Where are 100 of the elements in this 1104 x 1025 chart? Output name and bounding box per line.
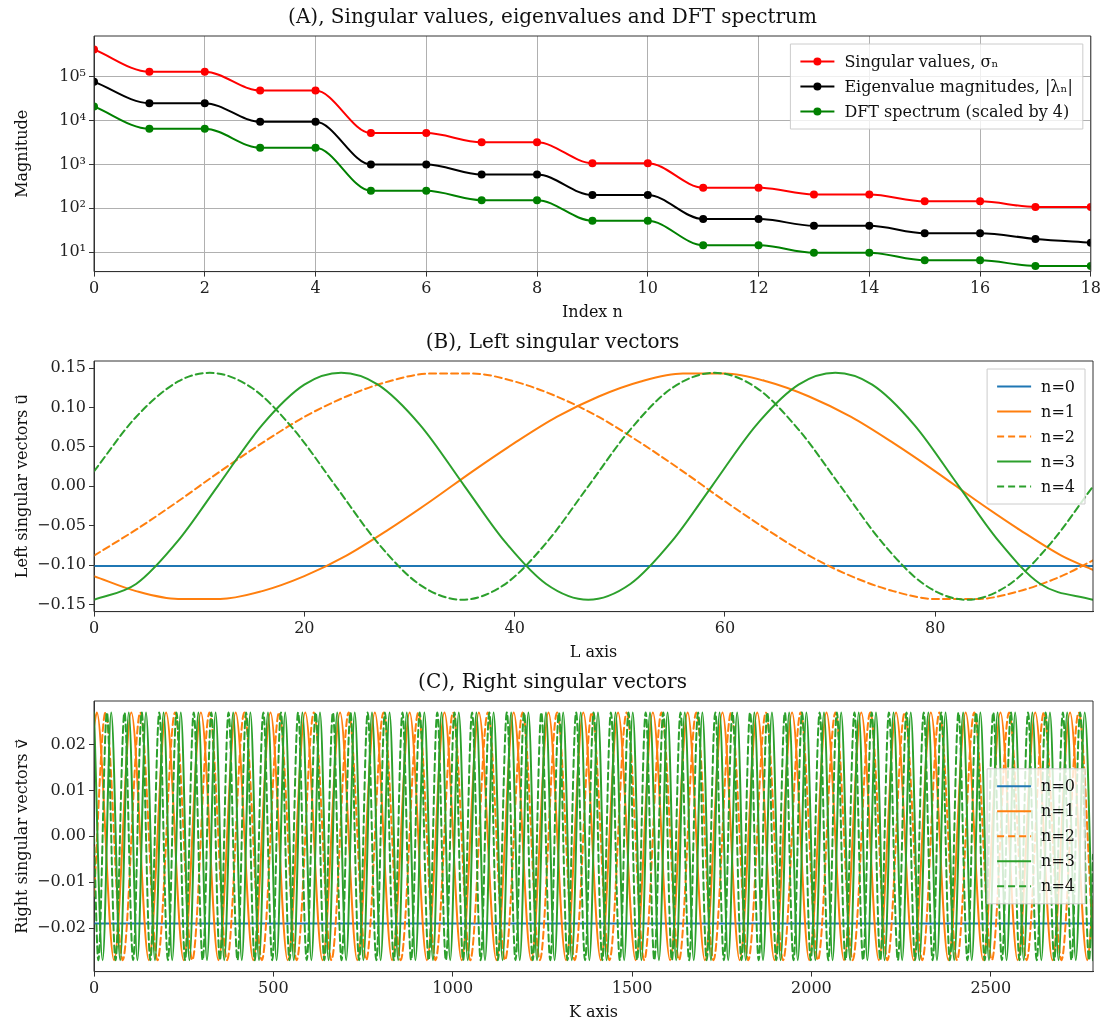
x-tick-label: 18 <box>1080 278 1101 298</box>
y-axis-title: Left singular vectors u⃗ <box>11 394 31 579</box>
point <box>422 129 431 138</box>
point <box>311 86 320 95</box>
point <box>422 160 431 169</box>
point <box>366 186 375 195</box>
point <box>754 215 763 223</box>
x-tick-label: 0 <box>88 978 100 998</box>
point <box>699 215 708 223</box>
point <box>976 256 985 265</box>
x-tick-label: 40 <box>504 618 525 638</box>
x-tick-label: 20 <box>294 618 315 638</box>
point <box>1031 261 1040 270</box>
point <box>533 138 542 147</box>
y-tick-label: −0.01 <box>36 871 86 891</box>
chart-title: (C), Right singular vectors <box>418 669 687 694</box>
y-tick-label: 0.05 <box>50 436 86 456</box>
y-tick-label: −0.02 <box>36 917 86 937</box>
y-tick-label: −0.10 <box>36 554 86 574</box>
point <box>976 229 985 238</box>
x-tick-label: 10 <box>637 278 658 298</box>
legend-label: n=4 <box>1041 476 1075 496</box>
y-tick-label: 10¹ <box>59 241 86 261</box>
x-axis-title: L axis <box>569 641 618 661</box>
point <box>200 124 209 133</box>
legend-label: n=3 <box>1041 451 1075 471</box>
x-tick-label: 2 <box>199 278 210 298</box>
x-axis-title: K axis <box>569 1001 618 1021</box>
chart-title: (A), Singular values, eigenvalues and DFT spectrum <box>288 4 817 29</box>
point <box>477 170 486 179</box>
point <box>754 241 763 250</box>
point <box>1031 234 1040 243</box>
point <box>200 99 209 108</box>
legend-label: n=0 <box>1041 376 1075 396</box>
y-tick-label: 0.00 <box>50 825 86 845</box>
point <box>976 197 985 206</box>
y-tick-label: −0.15 <box>36 593 86 613</box>
legend-label: DFT spectrum (scaled by 4) <box>844 101 1070 121</box>
y-tick-label: −0.05 <box>36 514 86 534</box>
y-tick-label: 10³ <box>59 153 86 173</box>
point <box>311 143 320 152</box>
y-axis-title: Right singular vectors v⃗ <box>11 738 31 934</box>
legend-label: n=3 <box>1041 851 1075 871</box>
x-tick-label: 60 <box>714 618 736 638</box>
point <box>865 248 874 257</box>
point <box>699 183 708 192</box>
x-tick-label: 500 <box>258 978 289 998</box>
point <box>588 191 597 200</box>
legend-label: n=1 <box>1041 801 1075 821</box>
x-tick-label: 2000 <box>791 978 832 998</box>
point <box>920 197 929 206</box>
legend-label: n=2 <box>1041 826 1075 846</box>
point <box>809 248 818 257</box>
point <box>865 221 874 230</box>
legend-label: n=4 <box>1041 876 1075 896</box>
point <box>533 170 542 179</box>
legend-label: n=0 <box>1041 776 1075 796</box>
point <box>754 183 763 192</box>
x-tick-label: 8 <box>531 278 543 298</box>
legend-label: Singular values, σₙ <box>844 51 999 71</box>
x-tick-label: 14 <box>859 278 880 298</box>
point <box>200 67 209 76</box>
point <box>920 256 929 265</box>
legend-label: Eigenvalue magnitudes, |λₙ| <box>844 76 1073 96</box>
x-tick-label: 6 <box>421 278 432 298</box>
y-tick-label: 0.02 <box>50 733 86 753</box>
point <box>145 99 154 108</box>
point <box>588 216 597 225</box>
legend-label: n=2 <box>1041 426 1075 446</box>
x-tick-label: 80 <box>925 618 946 638</box>
point <box>477 196 486 205</box>
point <box>588 159 597 168</box>
point <box>256 143 265 152</box>
x-tick-label: 1500 <box>611 978 653 998</box>
point <box>256 86 265 95</box>
point <box>1031 203 1040 212</box>
point <box>366 160 375 169</box>
y-tick-label: 0.15 <box>50 357 86 377</box>
x-tick-label: 1000 <box>432 978 474 998</box>
point <box>865 190 874 199</box>
point <box>366 129 375 138</box>
x-tick-label: 2500 <box>970 978 1012 998</box>
y-tick-label: 10² <box>59 197 86 217</box>
point <box>256 117 265 126</box>
x-axis-title: Index n <box>562 301 623 321</box>
point <box>311 117 320 126</box>
point <box>643 191 652 200</box>
point <box>699 241 708 250</box>
point <box>920 229 929 238</box>
point <box>809 190 818 199</box>
y-tick-label: 0.10 <box>50 396 86 416</box>
x-tick-label: 0 <box>88 278 100 298</box>
x-tick-label: 4 <box>310 278 321 298</box>
point <box>422 186 431 195</box>
point <box>477 138 486 147</box>
x-tick-label: 0 <box>88 618 100 638</box>
point <box>643 159 652 168</box>
y-axis-title: Magnitude <box>11 109 31 198</box>
chart-title: (B), Left singular vectors <box>425 329 680 354</box>
y-tick-label: 10⁵ <box>59 65 86 85</box>
